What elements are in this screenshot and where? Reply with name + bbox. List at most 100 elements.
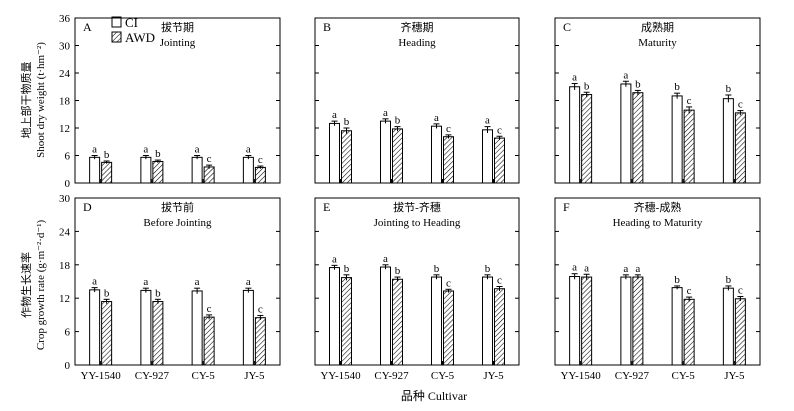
bar-awd	[392, 278, 403, 366]
bar-ci	[329, 122, 340, 184]
bar-ci	[242, 156, 254, 184]
y-tick-label: 24	[59, 68, 71, 80]
bar-awd	[203, 316, 215, 366]
significance-label: a	[246, 276, 251, 288]
y-tick-label: 36	[59, 13, 71, 25]
x-tick-label: CY-5	[431, 370, 455, 382]
significance-label: a	[572, 262, 577, 274]
bar-ci	[191, 290, 203, 366]
bar-ci	[431, 125, 442, 184]
significance-label: c	[738, 285, 743, 297]
significance-label: a	[92, 276, 97, 288]
bar-awd	[101, 161, 113, 184]
y-tick-label: 18	[59, 96, 71, 108]
significance-label: c	[446, 123, 451, 135]
significance-label: b	[155, 287, 161, 299]
significance-label: c	[687, 285, 692, 297]
bar-ci	[242, 289, 254, 366]
legend-label-awd: AWD	[125, 30, 155, 45]
bar-awd	[152, 301, 164, 366]
bar-ci	[722, 98, 734, 184]
legend-swatch-ci	[111, 16, 122, 28]
plot-frame	[554, 197, 761, 366]
significance-label: a	[635, 263, 640, 275]
plot-frame	[314, 197, 520, 366]
panel-letter: A	[83, 20, 92, 34]
significance-label: a	[143, 276, 148, 288]
x-tick-label: JY-5	[724, 370, 745, 382]
bar-ci	[671, 287, 683, 366]
x-tick-label: JY-5	[483, 370, 504, 382]
bar-awd	[443, 136, 454, 184]
panel-title-en: Jointing to Heading	[374, 217, 461, 229]
significance-label: a	[383, 253, 388, 265]
y-tick-label: 0	[65, 360, 71, 372]
y-tick-label: 24	[59, 226, 71, 238]
significance-label: a	[332, 253, 337, 265]
significance-label: b	[104, 287, 110, 299]
bar-ci	[620, 83, 632, 184]
panel-title-cn: 拔节期	[161, 20, 194, 34]
bar-awd	[734, 112, 746, 184]
x-tick-label: CY-927	[374, 370, 409, 382]
y-axis-title-bottom-en: Crop growth rate (g·m⁻²·d⁻¹)	[35, 220, 47, 351]
x-axis-title: 品种 Cultivar	[401, 389, 467, 403]
significance-label: a	[195, 144, 200, 156]
significance-label: b	[395, 265, 401, 277]
significance-label: b	[344, 263, 350, 275]
significance-label: c	[258, 154, 263, 166]
x-tick-label: JY-5	[244, 370, 265, 382]
bar-ci	[380, 120, 391, 184]
bar-ci	[569, 86, 581, 184]
significance-label: a	[383, 107, 388, 119]
y-tick-label: 0	[65, 178, 71, 190]
panel-title-en: Heading to Maturity	[613, 217, 703, 229]
significance-label: a	[332, 109, 337, 121]
x-tick-label: CY-927	[135, 370, 170, 382]
bar-ci	[140, 156, 152, 184]
x-tick-label: CY-5	[672, 370, 696, 382]
significance-label: a	[92, 144, 97, 156]
bar-awd	[494, 288, 505, 366]
panel-title-en: Jointing	[160, 37, 196, 49]
panel-title-cn: 拔节前	[161, 200, 194, 214]
bar-ci	[482, 129, 493, 184]
plot-frame	[74, 197, 281, 366]
x-tick-label: YY-1540	[80, 370, 121, 382]
bar-awd	[341, 130, 352, 184]
panel-title-cn: 成熟期	[641, 20, 674, 34]
y-tick-label: 30	[59, 41, 71, 53]
significance-label: a	[623, 263, 628, 275]
significance-label: a	[572, 72, 577, 84]
significance-label: c	[446, 277, 451, 289]
bar-awd	[254, 166, 266, 184]
x-tick-label: CY-5	[192, 370, 216, 382]
significance-label: a	[195, 276, 200, 288]
panel-letter: E	[323, 200, 330, 214]
significance-label: b	[584, 80, 590, 92]
significance-label: c	[687, 95, 692, 107]
bar-ci	[380, 266, 391, 366]
bar-awd	[254, 317, 266, 366]
bar-awd	[734, 298, 746, 366]
bar-awd	[581, 94, 593, 184]
bar-awd	[101, 301, 113, 366]
panel-title-en: Heading	[398, 37, 436, 49]
panel-title-en: Before Jointing	[143, 217, 212, 229]
significance-label: b	[155, 148, 161, 160]
significance-label: b	[674, 274, 680, 286]
y-tick-label: 6	[65, 327, 71, 339]
bar-ci	[620, 276, 632, 366]
y-tick-label: 30	[59, 193, 71, 205]
y-tick-label: 12	[59, 123, 70, 135]
significance-label: b	[635, 78, 641, 90]
bar-awd	[443, 290, 454, 366]
panel-letter: D	[83, 200, 92, 214]
significance-label: a	[623, 69, 628, 81]
bar-awd	[632, 92, 644, 184]
bar-awd	[632, 276, 644, 366]
